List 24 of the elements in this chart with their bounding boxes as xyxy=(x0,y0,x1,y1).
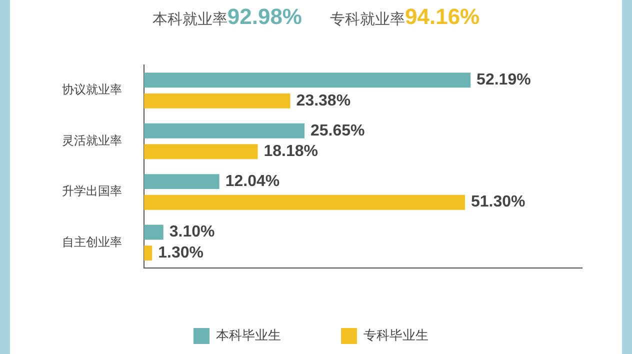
data-label: 18.18% xyxy=(264,143,318,160)
y-tick-label: 协议就业率 xyxy=(62,82,122,97)
data-label: 1.30% xyxy=(158,244,204,262)
bar xyxy=(144,246,152,261)
data-label: 12.04% xyxy=(225,172,280,190)
bar xyxy=(144,72,471,88)
bar xyxy=(144,144,258,160)
text: 本科就业率92.98% xyxy=(152,4,302,29)
legend-label: 本科毕业生 xyxy=(216,328,281,344)
bar xyxy=(144,174,220,190)
bar xyxy=(144,194,465,210)
data-label: 52.19% xyxy=(476,72,531,89)
y-tick-label: 升学出国率 xyxy=(62,184,122,198)
data-label: 51.30% xyxy=(470,194,526,211)
data-label: 3.10% xyxy=(169,224,215,241)
y-tick-label: 自主创业率 xyxy=(62,234,122,249)
data-label: 23.38% xyxy=(296,92,351,110)
text: 专科就业率94.16% xyxy=(330,4,480,29)
data-label: 25.65% xyxy=(310,122,365,140)
bar xyxy=(144,224,164,240)
legend-label: 专科毕业生 xyxy=(364,328,428,344)
y-tick-label: 灵活就业率 xyxy=(62,133,122,148)
bar xyxy=(144,123,304,138)
bar xyxy=(144,93,290,108)
